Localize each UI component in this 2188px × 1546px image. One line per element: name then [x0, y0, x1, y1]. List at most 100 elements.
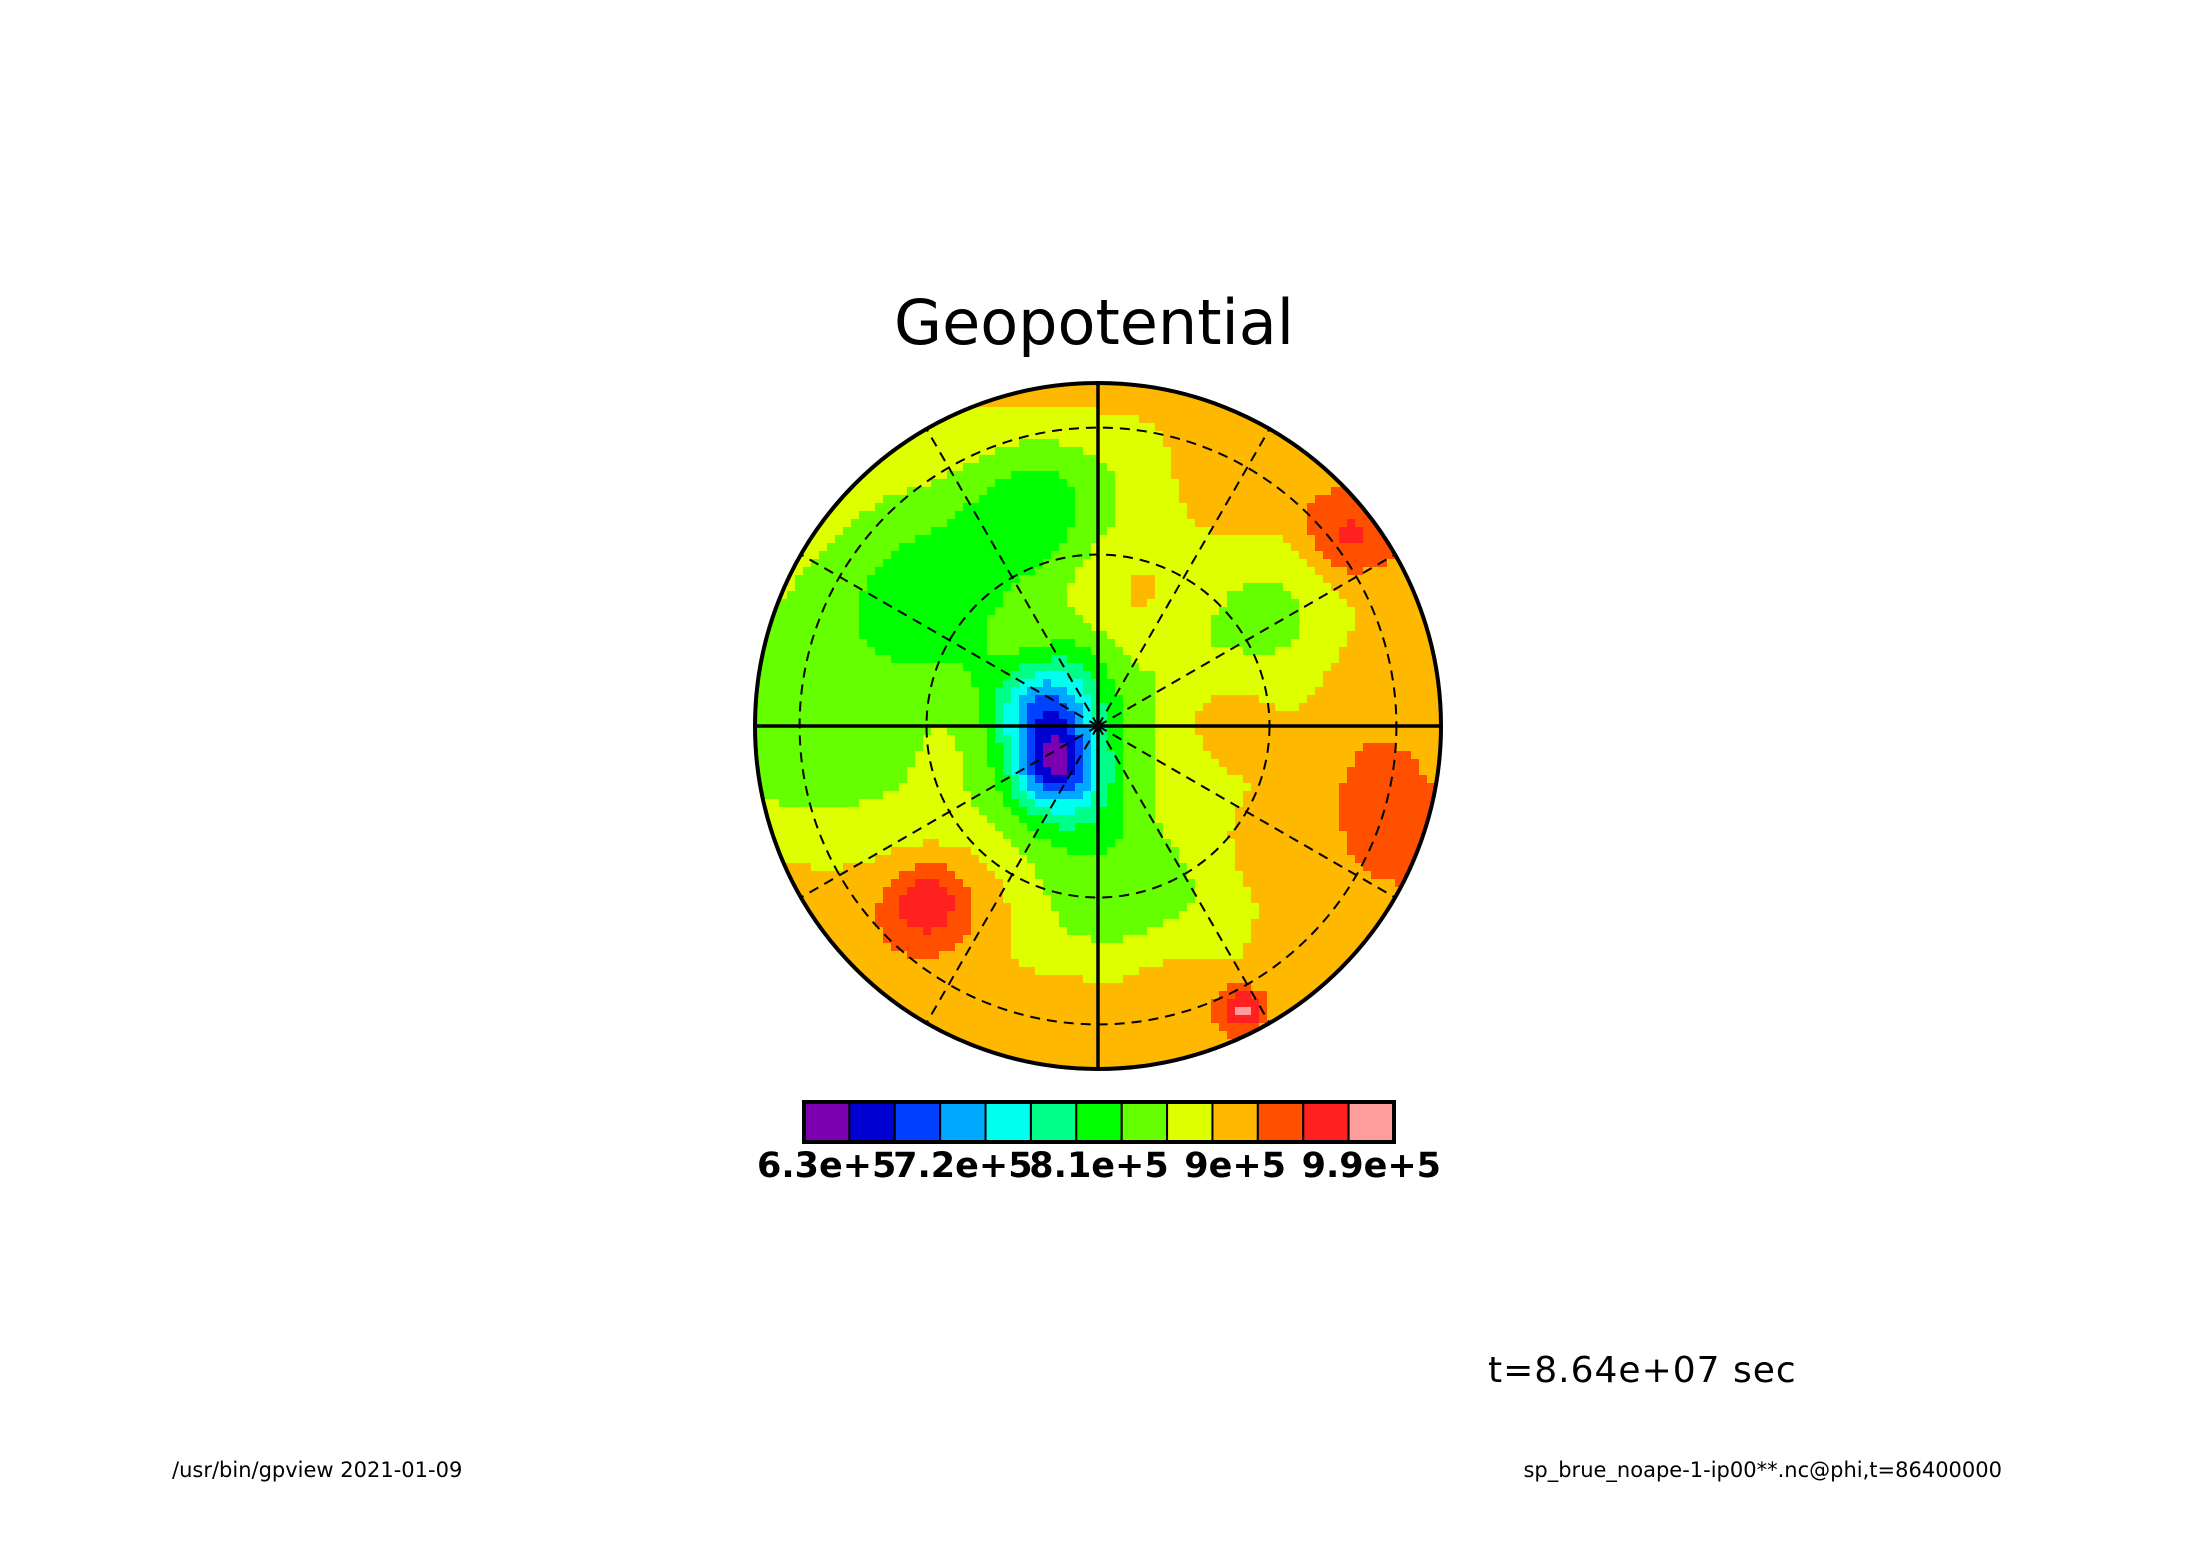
field-cell: [1331, 639, 1340, 648]
field-cell: [1355, 599, 1364, 608]
field-cell: [1203, 903, 1212, 912]
field-cell: [971, 671, 980, 680]
field-cell: [1227, 575, 1236, 584]
field-cell: [803, 831, 812, 840]
field-cell: [1187, 879, 1196, 888]
field-cell: [1171, 479, 1180, 488]
field-cell: [883, 703, 892, 712]
field-cell: [1395, 855, 1404, 864]
field-cell: [1419, 823, 1428, 832]
field-cell: [1179, 759, 1188, 768]
field-cell: [1051, 783, 1060, 792]
field-cell: [827, 623, 836, 632]
field-cell: [1291, 503, 1300, 512]
field-cell: [1067, 871, 1076, 880]
field-cell: [1371, 623, 1380, 632]
field-cell: [1019, 551, 1028, 560]
field-cell: [843, 895, 852, 904]
field-cell: [923, 567, 932, 576]
field-cell: [1027, 711, 1036, 720]
field-cell: [1427, 719, 1436, 728]
field-cell: [1155, 423, 1164, 432]
field-cell: [947, 431, 956, 440]
field-cell: [971, 815, 980, 824]
field-cell: [827, 671, 836, 680]
field-cell: [1275, 759, 1284, 768]
field-cell: [835, 559, 844, 568]
field-cell: [963, 479, 972, 488]
field-cell: [1395, 623, 1404, 632]
field-cell: [1107, 863, 1116, 872]
field-cell: [1267, 815, 1276, 824]
field-cell: [835, 911, 844, 920]
field-cell: [787, 647, 796, 656]
field-cell: [899, 895, 908, 904]
field-cell: [963, 663, 972, 672]
field-cell: [1043, 439, 1052, 448]
field-cell: [779, 735, 788, 744]
field-cell: [1371, 751, 1380, 760]
field-cell: [947, 567, 956, 576]
field-cell: [1267, 575, 1276, 584]
field-cell: [1131, 759, 1140, 768]
field-cell: [907, 527, 916, 536]
field-cell: [1171, 447, 1180, 456]
field-cell: [1323, 703, 1332, 712]
field-cell: [1011, 479, 1020, 488]
field-cell: [1083, 823, 1092, 832]
field-cell: [1299, 847, 1308, 856]
field-cell: [955, 775, 964, 784]
field-cell: [1363, 575, 1372, 584]
field-cell: [1027, 463, 1036, 472]
field-cell: [1363, 791, 1372, 800]
field-cell: [995, 823, 1004, 832]
field-cell: [827, 615, 836, 624]
field-cell: [1187, 663, 1196, 672]
field-cell: [1355, 663, 1364, 672]
field-cell: [835, 647, 844, 656]
field-cell: [859, 535, 868, 544]
field-cell: [1251, 503, 1260, 512]
field-cell: [1035, 463, 1044, 472]
field-cell: [1067, 599, 1076, 608]
field-cell: [1243, 823, 1252, 832]
field-cell: [1115, 591, 1124, 600]
field-cell: [923, 615, 932, 624]
field-cell: [1355, 839, 1364, 848]
field-cell: [1363, 735, 1372, 744]
field-cell: [939, 871, 948, 880]
field-cell: [1147, 807, 1156, 816]
field-cell: [1147, 783, 1156, 792]
field-cell: [939, 903, 948, 912]
field-cell: [939, 567, 948, 576]
field-cell: [923, 495, 932, 504]
field-cell: [819, 911, 828, 920]
field-cell: [1115, 559, 1124, 568]
field-cell: [947, 879, 956, 888]
field-cell: [1331, 823, 1340, 832]
field-cell: [1339, 543, 1348, 552]
field-cell: [1131, 583, 1140, 592]
field-cell: [939, 759, 948, 768]
field-cell: [1299, 479, 1308, 488]
field-cell: [795, 687, 804, 696]
field-cell: [939, 679, 948, 688]
field-cell: [835, 839, 844, 848]
field-cell: [1115, 711, 1124, 720]
field-cell: [1123, 807, 1132, 816]
field-cell: [1067, 647, 1076, 656]
field-cell: [971, 463, 980, 472]
field-cell: [1307, 559, 1316, 568]
field-cell: [915, 703, 924, 712]
field-cell: [1195, 831, 1204, 840]
field-cell: [1259, 551, 1268, 560]
field-cell: [1187, 735, 1196, 744]
field-cell: [1299, 511, 1308, 520]
field-cell: [811, 831, 820, 840]
field-cell: [1315, 815, 1324, 824]
field-cell: [1371, 591, 1380, 600]
field-cell: [1195, 503, 1204, 512]
field-cell: [1059, 623, 1068, 632]
field-cell: [819, 647, 828, 656]
field-cell: [931, 527, 940, 536]
